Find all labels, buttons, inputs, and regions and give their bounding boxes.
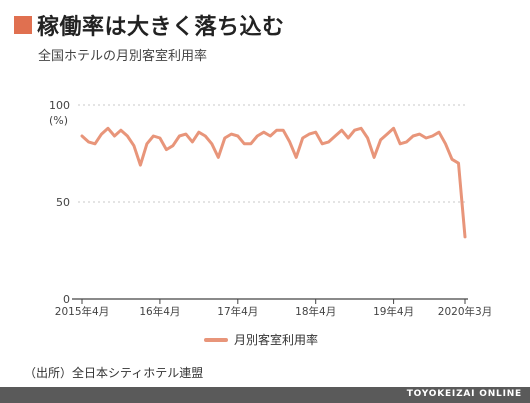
footer-brand: TOYOKEIZAI ONLINE — [406, 389, 522, 399]
data-point — [132, 144, 135, 147]
data-point — [230, 133, 233, 136]
data-point — [171, 144, 174, 147]
data-point — [405, 140, 408, 143]
data-point — [204, 135, 207, 138]
x-tick-label: 17年4月 — [217, 305, 258, 318]
data-point — [373, 156, 376, 159]
title-row: 稼働率は大きく落ち込む — [14, 9, 285, 41]
data-point — [236, 135, 239, 138]
data-point — [444, 142, 447, 145]
data-point — [360, 127, 363, 130]
data-point — [223, 136, 226, 139]
data-point — [184, 133, 187, 136]
data-point — [87, 140, 90, 143]
data-point — [262, 131, 265, 134]
data-point — [126, 135, 129, 138]
y-tick-label: 50 — [56, 196, 70, 209]
title-square-icon — [14, 16, 32, 34]
data-point — [81, 135, 84, 138]
data-point — [457, 162, 460, 165]
series-line — [80, 126, 467, 239]
data-point — [249, 142, 252, 145]
data-point — [119, 129, 122, 132]
data-point — [321, 142, 324, 145]
data-point — [139, 164, 142, 167]
chart-subtitle: 全国ホテルの月別客室利用率 — [38, 49, 208, 64]
data-point — [145, 142, 148, 145]
legend-label: 月別客室利用率 — [234, 332, 318, 347]
data-point — [386, 133, 389, 136]
data-point — [295, 156, 298, 159]
data-point — [366, 136, 369, 139]
data-point — [412, 135, 415, 138]
data-point — [191, 140, 194, 143]
data-point — [269, 135, 272, 138]
data-point — [288, 140, 291, 143]
data-point — [334, 135, 337, 138]
data-point — [275, 129, 278, 132]
chart-title: 稼働率は大きく落ち込む — [37, 15, 285, 40]
y-axis-label: (%) — [49, 114, 68, 127]
x-tick-label: 16年4月 — [139, 305, 180, 318]
data-point — [327, 140, 330, 143]
data-point — [425, 136, 428, 139]
data-point — [93, 142, 96, 145]
data-point — [217, 156, 220, 159]
data-point — [418, 133, 421, 136]
data-point — [178, 135, 181, 138]
data-point — [256, 135, 259, 138]
data-point — [379, 138, 382, 141]
data-point — [113, 135, 116, 138]
data-point — [431, 135, 434, 138]
x-tick-label: 2020年3月 — [438, 305, 492, 318]
source-note: （出所）全日本シティホテル連盟 — [24, 366, 204, 380]
data-point — [347, 136, 350, 139]
x-tick-label: 19年4月 — [373, 305, 414, 318]
y-tick-label: 0 — [63, 293, 70, 306]
x-tick-label: 18年4月 — [295, 305, 336, 318]
data-point — [106, 127, 109, 130]
y-tick-label: 100 — [49, 99, 70, 112]
data-point — [464, 235, 467, 238]
data-point — [438, 131, 441, 134]
data-point — [197, 131, 200, 134]
data-point — [353, 129, 356, 132]
data-point — [243, 142, 246, 145]
data-point — [392, 127, 395, 130]
data-point — [314, 131, 317, 134]
x-tick-label: 2015年4月 — [55, 305, 109, 318]
data-point — [158, 136, 161, 139]
data-point — [210, 142, 213, 145]
data-point — [308, 133, 311, 136]
data-point — [165, 148, 168, 151]
footer-bar: TOYOKEIZAI ONLINE — [0, 387, 530, 403]
data-point — [301, 136, 304, 139]
data-point — [152, 135, 155, 138]
data-point — [340, 129, 343, 132]
data-point — [282, 129, 285, 132]
data-point — [100, 133, 103, 136]
data-point — [451, 158, 454, 161]
data-point — [399, 142, 402, 145]
